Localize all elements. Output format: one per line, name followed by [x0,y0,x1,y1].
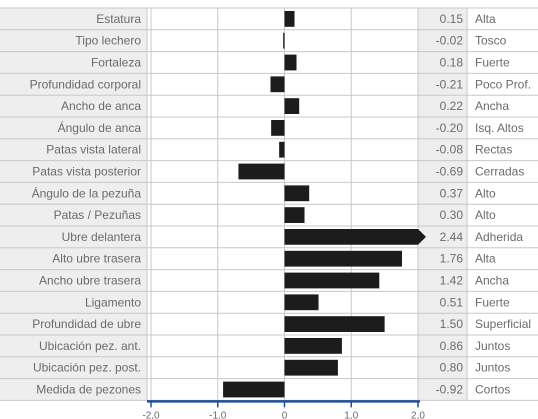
category-label: Ángulo de la pezuña [32,185,142,200]
chart-bars [223,11,426,398]
descriptor-label: Adherida [475,230,523,244]
value-label: 1.50 [440,317,464,331]
bar [284,54,297,71]
descriptor-label: Poco Prof. [475,77,531,91]
descriptor-label: Fuerte [475,295,510,309]
chart-grid [0,7,538,401]
bar [279,141,285,158]
descriptor-label: Isq. Altos [475,121,524,135]
category-label: Profundidad de ubre [32,317,141,331]
descriptor-label: Superficial [475,317,531,331]
value-label: 0.51 [440,295,464,309]
bar [271,120,285,136]
value-labels: 0.15 -0.02 0.18 -0.21 0.22 -0.20 -0.08 -0.69 0.3… [436,12,464,397]
category-label: Ubicación pez. ant. [39,339,141,353]
x-tick-label: -1,0 [209,410,227,419]
value-label: -0.69 [436,165,464,179]
bar [284,294,319,311]
bar [284,229,426,245]
bar [284,272,380,289]
value-label: -0.02 [436,34,464,48]
bar [284,250,402,267]
bar [284,11,295,27]
bar [270,76,285,93]
category-label: Profundidad corporal [30,77,141,91]
value-label: -0.21 [436,77,464,91]
descriptor-label: Alta [475,252,496,266]
x-tick-label: 1,0 [344,410,358,419]
category-label: Ligamento [85,295,141,309]
descriptor-label: Tosco [475,34,507,48]
category-label: Ángulo de anca [58,120,142,135]
descriptor-label: Juntos [475,339,510,353]
bar [283,32,285,49]
trait-labels: Estatura Tipo lechero Fortaleza Profundidad… [30,12,142,397]
value-label: -0.20 [436,121,464,135]
bar [284,207,305,223]
category-label: Medida de pezones [36,383,141,397]
descriptor-label: Alto [475,208,496,222]
bar [284,338,342,354]
value-label: 0.18 [440,56,464,70]
bar [284,359,338,376]
value-label: 0.30 [440,208,464,222]
value-label: 0.15 [440,12,464,26]
category-label: Ubicación pez. post. [33,361,141,375]
category-label: Patas / Pezuñas [54,208,141,222]
descriptor-label: Ancha [475,274,509,288]
descriptor-label: Cortos [475,383,510,397]
value-label: 1.42 [440,274,464,288]
descriptor-label: Alto [475,186,496,200]
value-label: 0.37 [440,186,464,200]
descriptor-label: Juntos [475,361,510,375]
value-label: -0.08 [436,143,464,157]
category-label: Fortaleza [91,56,141,70]
value-label: 2.44 [440,230,464,244]
category-label: Ancho ubre trasera [39,274,141,288]
descriptor-label: Rectas [475,143,512,157]
value-label: -0.92 [436,383,464,397]
category-label: Alto ubre trasera [52,252,141,266]
category-label: Estatura [96,12,141,26]
value-label: 0.86 [440,339,464,353]
descriptor-label: Fuerte [475,56,510,70]
category-label: Patas vista posterior [32,165,141,179]
category-label: Patas vista lateral [46,143,141,157]
category-label: Ancho de anca [61,99,141,113]
x-tick-label: -2,0 [142,410,160,419]
value-label: 0.22 [440,99,464,113]
category-label: Tipo lechero [75,34,141,48]
category-label: Ubre delantera [62,230,142,244]
descriptor-label: Cerradas [475,165,524,179]
descriptor-labels: Alta Tosco Fuerte Poco Prof. Ancha Isq. Altos… [475,12,531,397]
bar [238,163,285,180]
bar [284,98,300,114]
value-label: 0.80 [440,361,464,375]
bar [223,381,285,398]
value-label: 1.76 [440,252,464,266]
descriptor-label: Ancha [475,99,509,113]
bar [284,316,385,332]
x-tick-label: 2,0 [411,410,425,419]
x-axis: -2,0 -1,0 0 1,0 2,0 [142,400,425,419]
descriptor-label: Alta [475,12,496,26]
bar [284,185,310,202]
x-tick-label: 0 [282,410,288,419]
